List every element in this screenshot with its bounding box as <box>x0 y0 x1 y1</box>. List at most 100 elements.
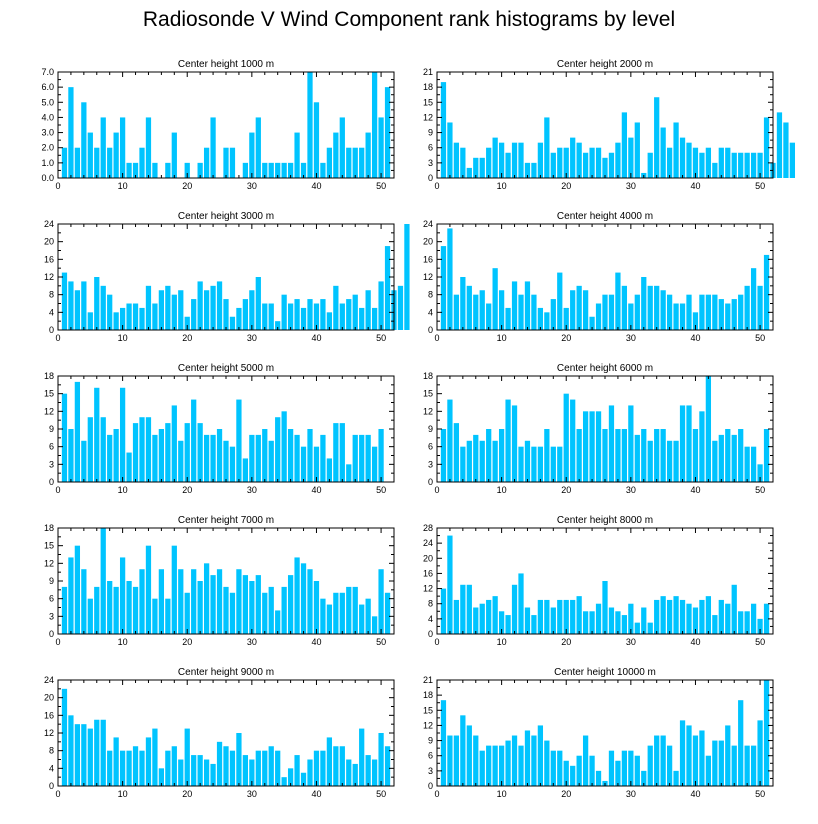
bar <box>486 745 492 786</box>
bar <box>300 563 307 634</box>
bar <box>479 750 485 786</box>
bar <box>346 586 352 634</box>
bar <box>576 596 582 634</box>
bar <box>595 303 602 330</box>
y-tick-label: 7.0 <box>41 67 54 77</box>
bar <box>281 411 287 482</box>
bar <box>184 728 190 786</box>
bar <box>275 750 281 786</box>
bar <box>307 569 313 634</box>
bar <box>81 724 87 786</box>
bar <box>466 440 472 482</box>
bar <box>686 725 692 786</box>
y-tick-label: 6.0 <box>41 82 54 92</box>
bar <box>718 599 724 634</box>
bar <box>119 117 126 178</box>
bar <box>223 299 229 330</box>
panel-title: Center height 8000 m <box>557 515 653 526</box>
bar <box>307 429 313 482</box>
bar <box>346 464 352 482</box>
bar <box>352 586 358 634</box>
bar <box>74 381 81 482</box>
x-tick-label: 30 <box>247 485 257 495</box>
bar <box>139 750 145 786</box>
bar <box>447 735 453 786</box>
bar <box>229 316 236 330</box>
bar <box>287 429 294 482</box>
bar <box>223 440 229 482</box>
bar <box>725 603 731 634</box>
y-tick-label: 18 <box>423 82 433 92</box>
bar <box>660 596 666 634</box>
bar <box>511 405 518 482</box>
bar <box>171 746 177 786</box>
y-tick-label: 0 <box>428 781 433 791</box>
bar <box>113 132 119 178</box>
x-tick-label: 40 <box>690 333 700 343</box>
y-tick-label: 16 <box>44 254 54 264</box>
bar <box>287 303 294 330</box>
bar <box>313 102 320 178</box>
y-tick-label: 24 <box>423 538 433 548</box>
y-tick-label: 0 <box>428 629 433 639</box>
bar <box>191 569 197 634</box>
bar <box>621 615 628 634</box>
bar <box>404 224 410 330</box>
bar <box>654 735 660 786</box>
bar <box>705 147 712 178</box>
bar <box>511 142 518 178</box>
bar <box>524 607 531 634</box>
y-tick-label: 9 <box>428 128 433 138</box>
bar <box>203 563 210 634</box>
y-tick-label: 9 <box>428 424 433 434</box>
y-tick-label: 6 <box>428 442 433 452</box>
bar <box>359 434 365 482</box>
bar <box>628 750 634 786</box>
bar <box>570 290 576 330</box>
bar <box>473 434 479 482</box>
bar <box>126 750 132 786</box>
bar <box>326 458 333 482</box>
bar <box>262 429 268 482</box>
y-tick-label: 12 <box>423 406 433 416</box>
bar <box>313 581 320 634</box>
bar <box>333 132 339 178</box>
bar <box>712 294 718 330</box>
bar <box>666 294 673 330</box>
bar <box>242 575 249 634</box>
bar <box>647 440 653 482</box>
bar <box>339 423 345 482</box>
bar <box>718 299 724 330</box>
bar <box>184 162 190 178</box>
bar <box>641 770 647 786</box>
bar <box>346 759 352 786</box>
bar <box>582 290 589 330</box>
bar <box>544 599 550 634</box>
y-tick-label: 8 <box>49 746 54 756</box>
bar <box>281 777 287 786</box>
bar <box>712 615 718 634</box>
bar <box>524 281 531 330</box>
bar <box>100 117 106 178</box>
x-tick-label: 30 <box>626 181 636 191</box>
bar <box>440 429 447 482</box>
bar <box>113 312 119 330</box>
bar <box>346 299 352 330</box>
bar <box>679 599 686 634</box>
bar <box>326 604 333 634</box>
bar <box>615 142 621 178</box>
bar <box>268 303 274 330</box>
bar <box>236 399 242 482</box>
bar <box>81 569 87 634</box>
bar <box>326 147 333 178</box>
bar <box>563 147 569 178</box>
bar <box>320 750 326 786</box>
panel-2: Center height 2000 m 0 10 20 30 40 50 0 3 6 9 12 15 1… <box>423 59 796 191</box>
bar <box>184 423 190 482</box>
bar <box>582 735 589 786</box>
bar <box>628 137 634 178</box>
bar <box>371 759 378 786</box>
y-tick-label: 4 <box>49 307 54 317</box>
panel-title: Center height 5000 m <box>178 363 274 374</box>
bar <box>132 746 139 786</box>
